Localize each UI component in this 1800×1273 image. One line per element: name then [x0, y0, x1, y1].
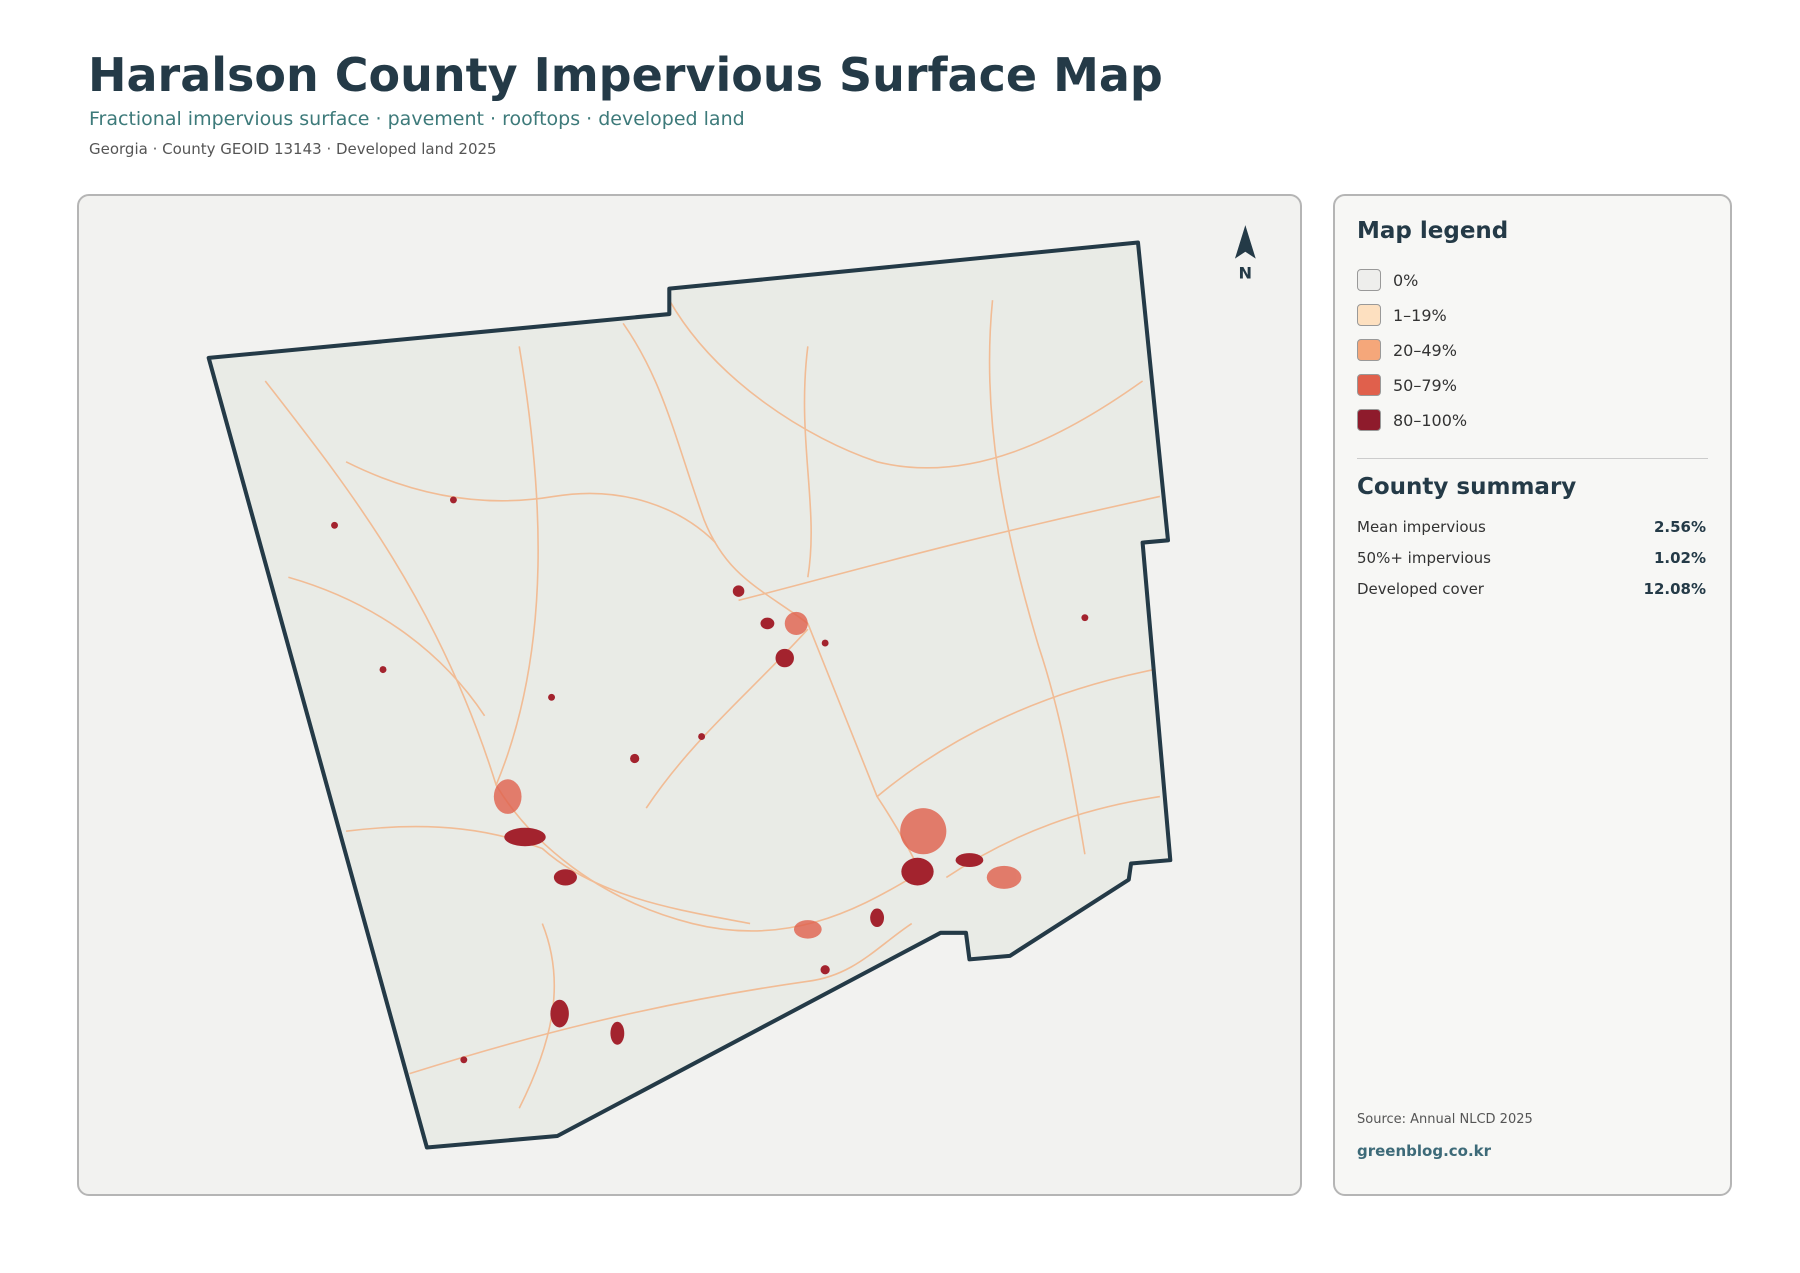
- legend-title: Map legend: [1357, 218, 1509, 244]
- summary-label: Developed cover: [1357, 580, 1484, 598]
- legend-swatch: [1357, 304, 1381, 326]
- legend-item: 50–79%: [1357, 372, 1457, 398]
- summary-value: 12.08%: [1643, 580, 1706, 598]
- map-panel: N: [77, 194, 1302, 1196]
- legend-label: 0%: [1393, 270, 1419, 290]
- summary-value: 1.02%: [1653, 549, 1706, 567]
- summary-row: 50%+ impervious 1.02%: [1357, 549, 1706, 567]
- legend-swatch: [1357, 339, 1381, 361]
- side-panel: Map legend 0% 1–19% 20–49% 50–79% 80–100% Co…: [1333, 194, 1732, 1196]
- legend-swatch: [1357, 269, 1381, 291]
- summary-value: 2.56%: [1653, 518, 1706, 536]
- summary-label: 50%+ impervious: [1357, 549, 1491, 567]
- legend-swatch: [1357, 374, 1381, 396]
- county-area: [208, 242, 1171, 1148]
- legend-label: 80–100%: [1393, 410, 1468, 430]
- legend-label: 50–79%: [1393, 375, 1457, 395]
- summary-label: Mean impervious: [1357, 518, 1486, 536]
- credit: greenblog.co.kr: [1357, 1142, 1492, 1160]
- county-boundary: [206, 240, 1173, 1150]
- map: N: [206, 225, 1256, 1150]
- meta: Georgia · County GEOID 13143 · Developed…: [89, 140, 497, 158]
- source: Source: Annual NLCD 2025: [1357, 1112, 1533, 1127]
- subtitle: Fractional impervious surface · pavement…: [89, 108, 745, 130]
- north-arrow: N: [1234, 225, 1256, 282]
- legend-item: 1–19%: [1357, 302, 1447, 328]
- urban-areas: [331, 496, 1089, 1064]
- summary-title: County summary: [1357, 474, 1577, 500]
- legend-item: 20–49%: [1357, 337, 1457, 363]
- summary-row: Developed cover 12.08%: [1357, 580, 1706, 598]
- title: Haralson County Impervious Surface Map: [88, 48, 1163, 102]
- legend-item: 0%: [1357, 267, 1418, 293]
- divider: [1357, 458, 1708, 459]
- legend-swatch: [1357, 409, 1381, 431]
- legend-label: 1–19%: [1393, 305, 1447, 325]
- north-label: N: [1239, 263, 1253, 282]
- legend-label: 20–49%: [1393, 340, 1457, 360]
- legend-item: 80–100%: [1357, 407, 1467, 433]
- summary-row: Mean impervious 2.56%: [1357, 518, 1706, 536]
- suburban-areas: [493, 611, 1022, 939]
